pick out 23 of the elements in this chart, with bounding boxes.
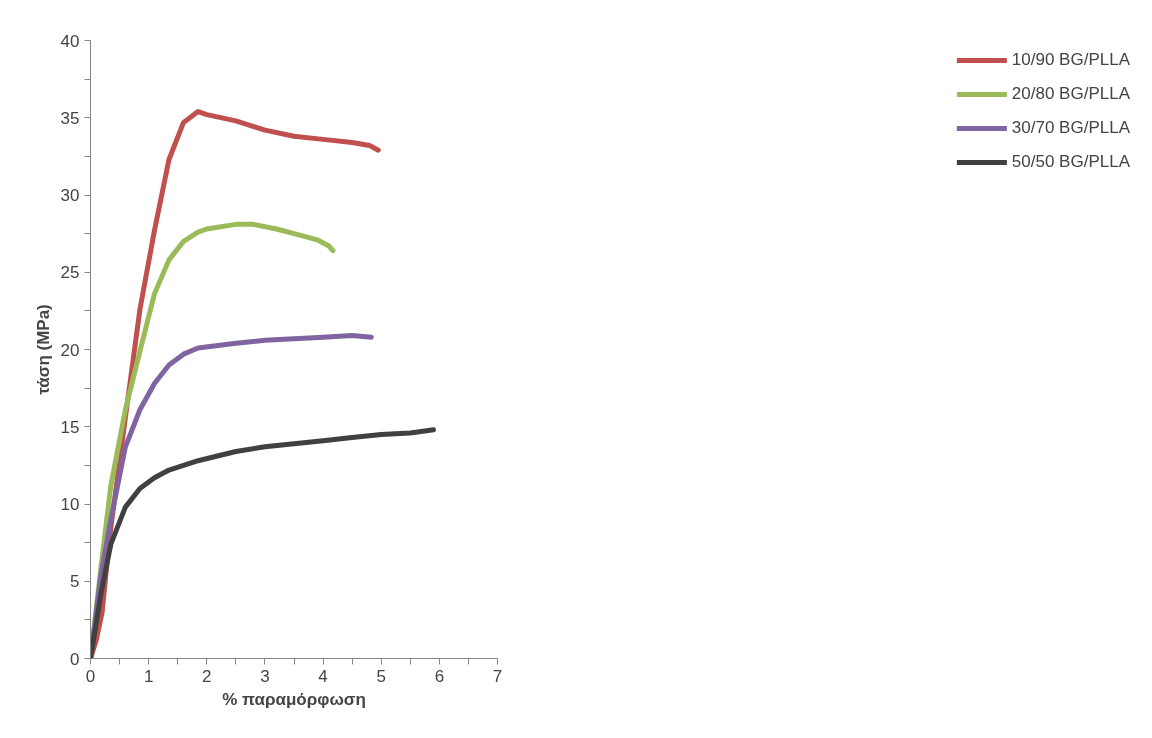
- y-tick-label: 15: [60, 417, 80, 437]
- x-tick-label: 1: [143, 666, 154, 686]
- x-tick-label: 3: [260, 666, 270, 686]
- x-tick-label: 5: [376, 666, 386, 686]
- y-tick-label: 5: [70, 572, 80, 592]
- y-tick-label: 25: [60, 263, 80, 283]
- y-tick-label: 0: [70, 649, 80, 669]
- y-tick-label: 10: [60, 495, 80, 514]
- legend-label: 50/50 BG/PLLA: [1011, 152, 1130, 172]
- x-tick-label: 0: [85, 666, 96, 686]
- x-tick-label: 4: [318, 666, 328, 686]
- x-tick-label: 2: [202, 666, 212, 686]
- x-tick-label: 7: [492, 666, 503, 686]
- y-tick-label: 30: [60, 186, 80, 205]
- legend-label: 10/90 BG/PLLA: [1011, 50, 1130, 70]
- x-axis-title: % παραμόρφωση: [222, 689, 366, 709]
- legend-label: 30/70 BG/PLLA: [1011, 118, 1130, 138]
- y-tick-label: 35: [60, 108, 80, 128]
- x-tick-label: 6: [434, 666, 445, 686]
- legend-label: 20/80 BG/PLLA: [1011, 84, 1130, 104]
- y-axis-title: τάση (MPa): [33, 304, 53, 395]
- y-tick-label: 40: [60, 31, 80, 51]
- y-tick-label: 20: [60, 340, 80, 360]
